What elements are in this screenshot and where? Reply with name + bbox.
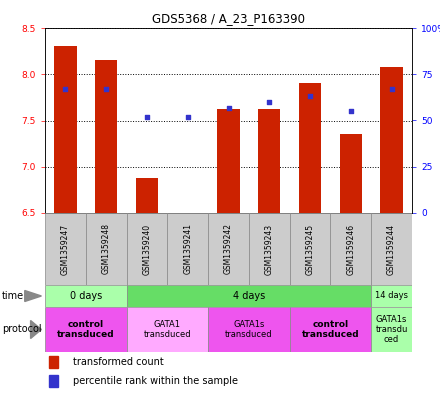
Text: GSM1359248: GSM1359248 (102, 224, 111, 274)
Bar (45, 213, 86, 285)
Text: GSM1359240: GSM1359240 (143, 224, 151, 275)
Bar (330, 213, 371, 285)
Text: GATA1
transduced: GATA1 transduced (143, 320, 191, 339)
Bar (86, 213, 127, 285)
Bar (49, 375, 58, 387)
Text: control
transduced: control transduced (57, 320, 114, 339)
Bar (95, 61, 117, 213)
Text: GDS5368 / A_23_P163390: GDS5368 / A_23_P163390 (152, 12, 305, 25)
Bar (127, 285, 371, 307)
Bar (208, 213, 249, 285)
Bar (136, 178, 158, 213)
Text: GSM1359247: GSM1359247 (61, 224, 70, 275)
Point (62, 86, 69, 92)
Bar (299, 83, 321, 213)
Bar (127, 213, 167, 285)
Bar (249, 213, 290, 285)
Point (143, 114, 150, 120)
Bar (371, 285, 412, 307)
Point (225, 105, 232, 111)
Text: GSM1359245: GSM1359245 (305, 224, 315, 275)
Text: GSM1359244: GSM1359244 (387, 224, 396, 275)
Text: percentile rank within the sample: percentile rank within the sample (73, 376, 238, 386)
Bar (371, 307, 412, 352)
Bar (54, 46, 77, 213)
Text: 0 days: 0 days (70, 291, 102, 301)
Bar (258, 109, 280, 213)
Bar (381, 67, 403, 213)
Text: 14 days: 14 days (375, 292, 408, 301)
Bar (290, 307, 371, 352)
Point (307, 93, 314, 99)
Bar (127, 307, 208, 352)
Bar (340, 134, 362, 213)
Polygon shape (31, 321, 41, 338)
Text: GSM1359242: GSM1359242 (224, 224, 233, 274)
Bar (217, 109, 240, 213)
Text: protocol: protocol (2, 325, 42, 334)
Bar (49, 356, 58, 367)
Text: transformed count: transformed count (73, 357, 163, 367)
Point (103, 86, 110, 92)
Point (266, 99, 273, 105)
Bar (167, 213, 208, 285)
Text: GSM1359246: GSM1359246 (346, 224, 356, 275)
Text: time: time (2, 291, 24, 301)
Bar (45, 307, 127, 352)
Bar (45, 285, 127, 307)
Bar (208, 307, 290, 352)
Point (184, 114, 191, 120)
Text: GATA1s
transduced: GATA1s transduced (225, 320, 273, 339)
Text: GATA1s
transdu
ced: GATA1s transdu ced (375, 315, 408, 344)
Point (388, 86, 395, 92)
Bar (290, 213, 330, 285)
Text: 4 days: 4 days (233, 291, 265, 301)
Text: GSM1359241: GSM1359241 (183, 224, 192, 274)
Polygon shape (25, 290, 41, 301)
Text: control
transduced: control transduced (302, 320, 359, 339)
Text: GSM1359243: GSM1359243 (265, 224, 274, 275)
Point (347, 108, 354, 114)
Bar (371, 213, 412, 285)
